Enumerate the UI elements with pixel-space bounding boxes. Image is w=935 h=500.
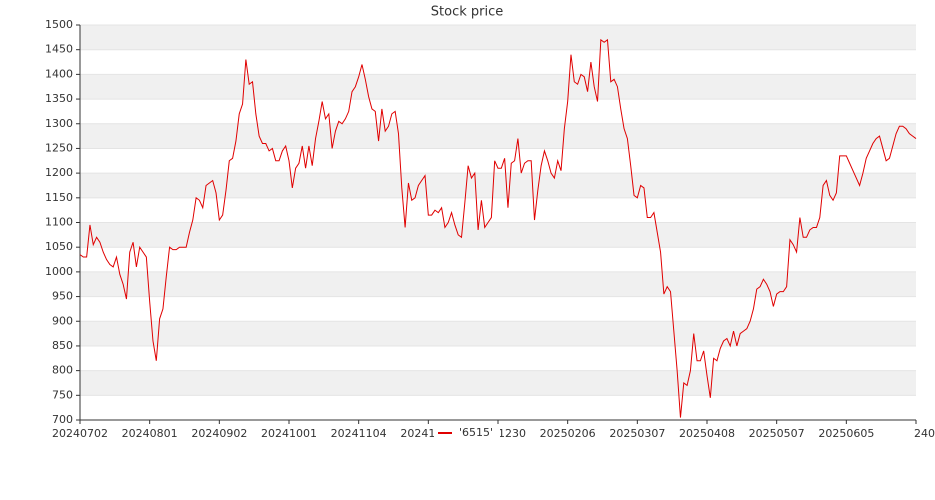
x-tick-label: 20250507 bbox=[749, 427, 805, 440]
x-tick-label: 20241104 bbox=[331, 427, 387, 440]
y-tick-label: 1200 bbox=[45, 166, 73, 179]
y-tick-label: 1400 bbox=[45, 67, 73, 80]
legend: '6515' bbox=[434, 425, 500, 441]
y-tick-label: 1250 bbox=[45, 141, 73, 154]
x-tick-label: 240 bbox=[914, 427, 935, 440]
x-tick-label: 20240902 bbox=[191, 427, 247, 440]
y-tick-label: 1150 bbox=[45, 191, 73, 204]
y-tick-label: 950 bbox=[52, 290, 73, 303]
grid-band bbox=[80, 370, 916, 396]
y-tick-label: 1000 bbox=[45, 265, 73, 278]
x-tick-label: 20250307 bbox=[609, 427, 665, 440]
grid-band bbox=[80, 123, 916, 149]
grid-band bbox=[80, 25, 916, 50]
x-tick-label: 20240801 bbox=[122, 427, 178, 440]
price-line bbox=[79, 38, 917, 418]
y-tick-label: 700 bbox=[52, 413, 73, 426]
legend-label: '6515' bbox=[459, 426, 493, 439]
x-tick-label: 20250206 bbox=[540, 427, 596, 440]
legend-box bbox=[434, 425, 500, 441]
y-tick-label: 1300 bbox=[45, 117, 73, 130]
grid-band bbox=[80, 173, 916, 198]
y-tick-label: 1100 bbox=[45, 216, 73, 229]
y-tick-label: 850 bbox=[52, 339, 73, 352]
y-tick-label: 1350 bbox=[45, 92, 73, 105]
grid-band bbox=[80, 222, 916, 248]
y-tick-label: 800 bbox=[52, 364, 73, 377]
y-tick-label: 750 bbox=[52, 388, 73, 401]
y-tick-label: 1450 bbox=[45, 43, 73, 56]
y-tick-label: 900 bbox=[52, 314, 73, 327]
x-tick-label: 20250605 bbox=[818, 427, 874, 440]
x-tick-label: 20240702 bbox=[52, 427, 108, 440]
grid-band bbox=[80, 74, 916, 100]
y-tick-label: 1500 bbox=[45, 18, 73, 31]
chart-title: Stock price bbox=[431, 5, 503, 20]
grid-band bbox=[80, 271, 916, 297]
grid-band bbox=[80, 321, 916, 346]
y-tick-label: 1050 bbox=[45, 240, 73, 253]
x-tick-label: 20250408 bbox=[679, 427, 735, 440]
x-tick-label: 20241001 bbox=[261, 427, 317, 440]
